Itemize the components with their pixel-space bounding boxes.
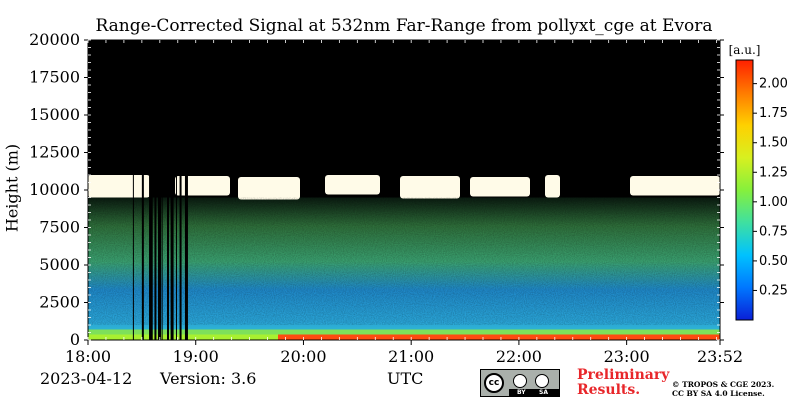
license-sa: SA [539,389,548,396]
cloud-layer-segment [238,177,300,200]
colorbar-tick-label: 0.75 [759,224,788,239]
data-gap-stripe [184,40,188,340]
preliminary-notice: Preliminary Results. [577,367,670,398]
y-axis-label: Height (m) [2,143,22,233]
cloud-layer-segment [630,176,720,196]
data-gap-stripe [161,40,163,340]
data-gap-stripe [158,40,162,340]
x-tick-label: 20:00 [280,347,326,366]
copyright-notice: © TROPOS & CGE 2023. CC BY SA 4.0 Licens… [672,380,774,398]
cloud-layer-segment [545,175,560,198]
cloud-layer-segment [175,176,230,196]
y-tick-label: 0 [70,330,80,349]
near-surface-green-band [88,329,720,335]
data-gap-stripe [141,40,144,340]
chart-title: Range-Corrected Signal at 532nm Far-Rang… [95,16,713,36]
data-gap-stripe [151,40,153,340]
axes: 0 2500 5000 7500 10000 12500 15000 17500 20000 18… [29,30,743,366]
version-label: Version: 3.6 [160,369,257,388]
copyright-line-1: © TROPOS & CGE 2023. [672,380,775,389]
x-tick-label: 18:00 [65,347,111,366]
attribution-icon [513,374,527,388]
cloud-layer-segment [325,175,380,195]
cloud-layer-segment [400,176,460,199]
y-tick-label: 2500 [39,293,80,312]
data-gap-stripe [167,40,169,340]
data-gap-stripe [175,40,177,340]
license-strip: BY SA [509,389,559,397]
colorbar-tick-label: 1.25 [759,165,788,180]
colorbar: 0.25 0.50 0.75 1.00 1.25 1.50 1.75 2.00 [a.u.] [729,43,788,321]
x-tick-label: 19:00 [173,347,219,366]
data-gap-stripe [170,40,174,340]
x-tick-label: 22:00 [496,347,542,366]
colorbar-gradient [735,59,754,321]
x-axis-label: UTC [387,369,424,388]
cloud-layer-segment [470,177,530,197]
data-gap-stripe [154,40,157,340]
y-tick-label: 12500 [29,143,80,162]
colorbar-tick-label: 1.00 [759,195,788,210]
share-alike-icon [535,374,549,388]
y-tick-label: 15000 [29,105,80,124]
colorbar-tick-label: 1.50 [759,136,788,151]
lower-noise-texture [88,197,720,325]
copyright-line-2: CC BY SA 4.0 License. [672,389,765,398]
license-by: BY [517,389,526,396]
date-label: 2023-04-12 [40,369,133,388]
colorbar-tick-label: 0.25 [759,283,788,298]
data-gap-stripe [179,40,182,340]
colorbar-unit-label: [a.u.] [729,43,761,57]
y-tick-label: 5000 [39,255,80,274]
data-gap-stripe [149,40,153,340]
y-tick-label: 10000 [29,180,80,199]
near-surface-red-band [278,334,720,340]
upper-noise-texture [88,40,720,175]
colorbar-tick-label: 1.75 [759,106,788,121]
near-surface-early-band [88,334,278,340]
y-tick-label: 20000 [29,30,80,49]
y-tick-label: 17500 [29,68,80,87]
colorbar-tick-label: 0.50 [759,254,788,269]
heatmap-plot-area [88,40,720,340]
data-gap-stripe [132,40,134,340]
cc-license-badge: cc BY SA [480,369,560,397]
x-tick-label: 21:00 [388,347,434,366]
x-tick-label: 23:52 [697,347,743,366]
cloud-layer-segment [88,175,150,198]
cc-icon: cc [484,373,504,393]
y-tick-label: 7500 [39,218,80,237]
x-tick-label: 23:00 [604,347,650,366]
colorbar-tick-label: 2.00 [759,77,788,92]
